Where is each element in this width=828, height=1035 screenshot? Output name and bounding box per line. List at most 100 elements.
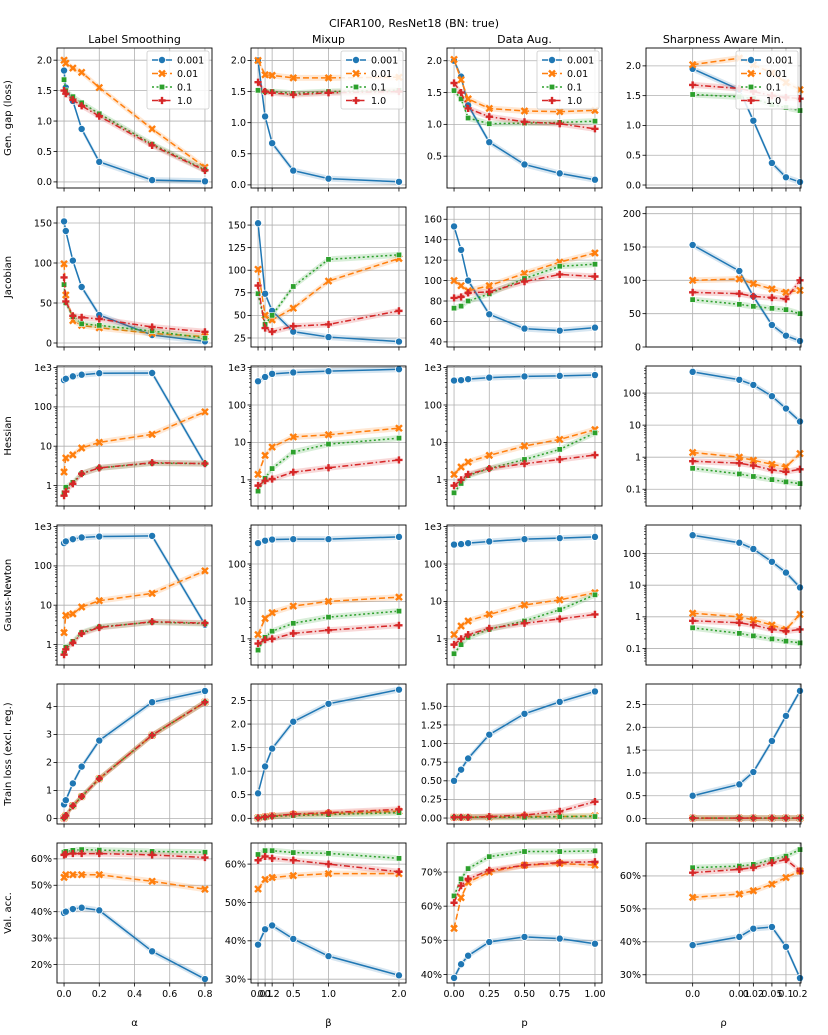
data-point (591, 451, 599, 459)
data-point (520, 619, 529, 627)
data-point (464, 539, 473, 548)
data-point (750, 303, 757, 310)
data-point (796, 974, 805, 983)
y-tick-label: 1 (240, 634, 246, 645)
confidence-band (692, 532, 801, 591)
series-line (257, 459, 400, 487)
data-point (290, 449, 297, 456)
confidence-band (692, 924, 801, 982)
series-1.0 (450, 610, 599, 649)
y-tick-label: 1e3 (34, 363, 52, 374)
data-point (781, 942, 790, 951)
data-point (289, 871, 298, 880)
legend-entry: 0.1 (371, 82, 386, 93)
series-0.001 (60, 903, 209, 984)
data-point (464, 95, 472, 103)
y-tick-label: 100 (34, 258, 52, 269)
data-point (148, 851, 156, 859)
data-point (768, 635, 775, 642)
data-point (485, 624, 493, 633)
y-tick-label: 0 (46, 338, 52, 349)
y-tick-label: 40% (421, 970, 442, 981)
data-point (77, 870, 86, 879)
y-tick-label: 1 (46, 481, 52, 492)
data-point (735, 814, 743, 822)
data-point (768, 466, 776, 474)
data-point (457, 88, 465, 97)
x-tick-label: 0.02 (743, 989, 764, 1000)
data-point (69, 480, 77, 488)
data-point (254, 219, 263, 228)
data-point (735, 619, 743, 627)
data-point (324, 174, 333, 183)
data-point (78, 629, 86, 638)
y-tick-label: 60 (430, 317, 442, 328)
data-point (520, 535, 529, 544)
data-point (735, 453, 744, 462)
data-point (736, 630, 743, 637)
y-tick-label: 0 (46, 814, 52, 825)
series-0.001 (688, 923, 805, 983)
data-point (782, 462, 790, 471)
data-point (268, 328, 276, 336)
data-point (464, 630, 472, 639)
data-point (464, 276, 473, 285)
y-tick-label: 150 (228, 220, 246, 231)
x-tick-label: 0.6 (162, 989, 177, 1000)
data-point (555, 435, 564, 444)
series-line (692, 451, 801, 468)
data-point (289, 468, 297, 476)
y-tick-label: 1 (436, 634, 442, 645)
series-line (692, 612, 801, 631)
legend-entry: 0.01 (177, 69, 198, 80)
data-point (688, 609, 697, 618)
y-tick-label: 0.5 (231, 790, 246, 801)
confidence-band (454, 847, 595, 899)
y-tick-label: 40% (31, 907, 52, 918)
y-tick-label: 100 (424, 559, 442, 570)
data-point (289, 74, 298, 82)
series-0.01 (60, 870, 209, 894)
series-1.0 (450, 270, 599, 302)
data-point (736, 301, 743, 308)
y-tick-label: 0.5 (626, 151, 641, 162)
x-axis-label-1: β (325, 1018, 331, 1029)
series-1.0 (254, 852, 403, 876)
data-point (749, 544, 758, 553)
data-point (464, 754, 473, 763)
data-point (688, 791, 697, 800)
data-point (289, 602, 298, 610)
plot-frame (250, 365, 407, 507)
data-point (324, 699, 333, 708)
data-point (485, 537, 494, 546)
data-point (797, 639, 804, 646)
legend-entry: 0.01 (567, 69, 588, 80)
data-point (451, 892, 458, 899)
data-point (782, 814, 790, 822)
y-tick-label: 1e3 (424, 363, 442, 374)
data-point (68, 905, 77, 914)
data-point (458, 875, 465, 882)
data-point (591, 591, 598, 598)
data-point (796, 465, 804, 473)
data-point (95, 906, 104, 915)
y-tick-label: 50% (225, 898, 246, 909)
plot-frame (56, 683, 213, 825)
data-point (395, 855, 402, 862)
legend-marker (747, 96, 755, 105)
data-point (520, 160, 529, 169)
plot-area (646, 684, 801, 824)
data-point (520, 107, 529, 115)
data-point (688, 448, 697, 457)
panel-r0-c2: 0.5 1.0 1.5 2.0 0.001 0.01 0.1 1.0 (427, 47, 603, 192)
y-tick-label: 75 (234, 288, 246, 299)
panel-r5-c2: 0.00 0.25 0.50 0.75 1.00 40% 50% 60% 70% (421, 842, 606, 1000)
series-0.001 (450, 532, 599, 549)
series-0.001 (450, 932, 599, 982)
data-point (689, 296, 696, 303)
data-point (520, 372, 529, 381)
data-point (201, 853, 209, 862)
y-tick-label: 60% (31, 854, 52, 865)
data-point (62, 812, 70, 820)
plot-frame (56, 206, 213, 348)
